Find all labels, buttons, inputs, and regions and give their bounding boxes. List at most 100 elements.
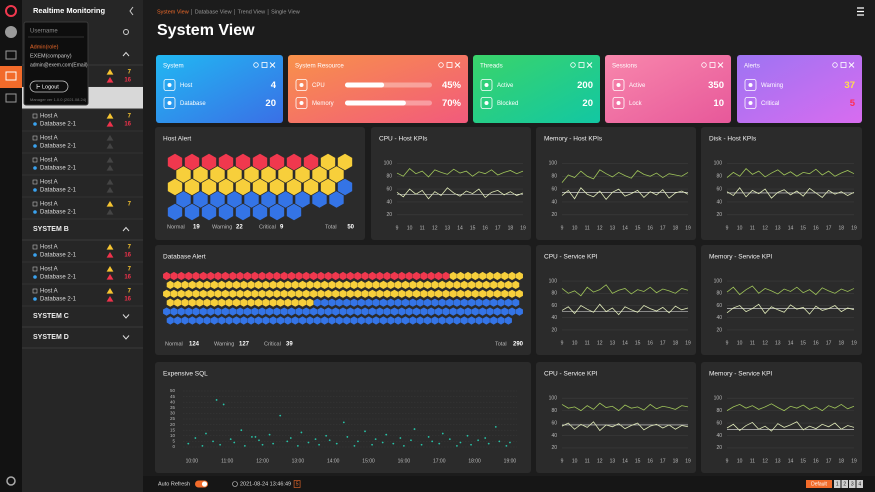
hexagon [192, 271, 200, 281]
page-button[interactable] [849, 480, 856, 488]
avatar[interactable] [5, 26, 17, 38]
card-icon[interactable] [701, 62, 707, 68]
breadcrumb-tab[interactable]: Single View [271, 9, 300, 15]
sql-point [307, 441, 310, 444]
hexagon [379, 316, 387, 325]
item-value: 70% [442, 98, 462, 109]
x-tick-label: 16 [647, 225, 653, 231]
breadcrumb-tab[interactable]: Database View [195, 9, 232, 15]
card-icon[interactable] [446, 62, 453, 68]
bar-fill [345, 82, 385, 88]
settings-icon[interactable] [6, 476, 16, 486]
breadcrumb-tab[interactable]: System View [157, 9, 189, 15]
hexagon [368, 307, 376, 316]
hexagon [232, 280, 240, 289]
hexagon [490, 316, 498, 325]
logout-button[interactable] [29, 80, 69, 93]
card-icon[interactable] [840, 62, 847, 68]
hexagon [420, 307, 428, 316]
hexagon [251, 271, 259, 281]
menu-icon[interactable] [857, 7, 864, 16]
x-tick-label: 19 [851, 225, 857, 231]
db-name: Database 2-1 [40, 253, 77, 259]
page-number: 1 [836, 482, 839, 488]
hexagon [321, 298, 329, 307]
warning-count: 7 [128, 267, 132, 273]
page-button[interactable] [856, 480, 864, 488]
sql-point [357, 440, 359, 443]
panel-title: Database Alert [163, 254, 206, 261]
y-tick-label: 15 [170, 427, 176, 432]
y-tick-label: 80 [551, 291, 557, 297]
close-icon[interactable] [717, 62, 724, 68]
card-icon[interactable] [709, 62, 716, 68]
preset-label: Default [811, 482, 827, 488]
card-icon[interactable] [253, 62, 259, 68]
card-icon[interactable] [832, 62, 838, 68]
host-name: Host A [40, 114, 58, 120]
x-tick-label: 14:00 [327, 458, 340, 464]
db-dot [33, 188, 37, 192]
hexagon [214, 289, 222, 298]
hexagon [457, 307, 465, 316]
chevron[interactable] [122, 314, 130, 319]
hexagon [203, 298, 211, 307]
item-icon [612, 79, 625, 91]
search-icon[interactable] [123, 29, 129, 35]
toggle-knob [201, 481, 208, 487]
hexagon [192, 289, 200, 298]
hexagon [329, 166, 344, 183]
nav-icon[interactable] [5, 71, 17, 81]
close-icon[interactable] [586, 62, 593, 68]
close-icon[interactable] [269, 62, 276, 68]
nav-icon[interactable] [5, 93, 17, 103]
hexagon [354, 289, 362, 298]
card-icon[interactable] [438, 62, 444, 68]
panel-bg [536, 362, 696, 473]
nav-selected[interactable] [0, 66, 22, 88]
x-tick-label: 17 [660, 458, 666, 464]
host-icon [32, 157, 38, 163]
hexagon [361, 271, 369, 281]
card-icon[interactable] [261, 62, 268, 68]
page-button[interactable] [841, 480, 849, 488]
hexagon [471, 289, 479, 298]
summary-card [156, 55, 283, 123]
close-icon[interactable] [454, 62, 461, 68]
page-button[interactable] [834, 480, 841, 488]
series-line [726, 187, 855, 199]
hexagon [214, 271, 222, 281]
chevron[interactable] [122, 226, 130, 232]
hexagon [435, 271, 443, 281]
sql-point [279, 414, 282, 417]
y-tick-label: 80 [716, 174, 722, 180]
card-icon[interactable] [578, 62, 585, 68]
x-tick-label: 15 [800, 458, 806, 464]
x-tick-label: 15 [800, 225, 806, 231]
panel-title: CPU - Host KPIs [379, 136, 428, 143]
critical-count: 16 [124, 122, 131, 128]
panel-bg [155, 245, 531, 355]
close-icon[interactable] [848, 62, 855, 68]
hexagon [409, 280, 417, 289]
sql-point [187, 442, 190, 445]
nav-icon[interactable] [5, 50, 17, 60]
hexagon [225, 298, 233, 307]
hexagon [278, 166, 293, 183]
card-icon[interactable] [570, 62, 576, 68]
hexagon [199, 289, 207, 298]
hexagon [163, 271, 171, 281]
breadcrumb-tab[interactable]: Trend View [238, 9, 266, 15]
item-value: 4 [271, 80, 277, 91]
item-icon-glyph [299, 83, 304, 87]
hexagon [350, 316, 358, 325]
x-tick-label: 18 [673, 225, 679, 231]
chevron[interactable] [122, 51, 130, 57]
chevron[interactable] [122, 335, 130, 340]
hexagon [181, 298, 189, 307]
hexagon [335, 280, 343, 289]
preset-button[interactable] [806, 480, 832, 488]
collapse-icon[interactable] [129, 6, 134, 16]
item-icon [163, 97, 176, 109]
x-tick-label: 17 [826, 458, 832, 464]
